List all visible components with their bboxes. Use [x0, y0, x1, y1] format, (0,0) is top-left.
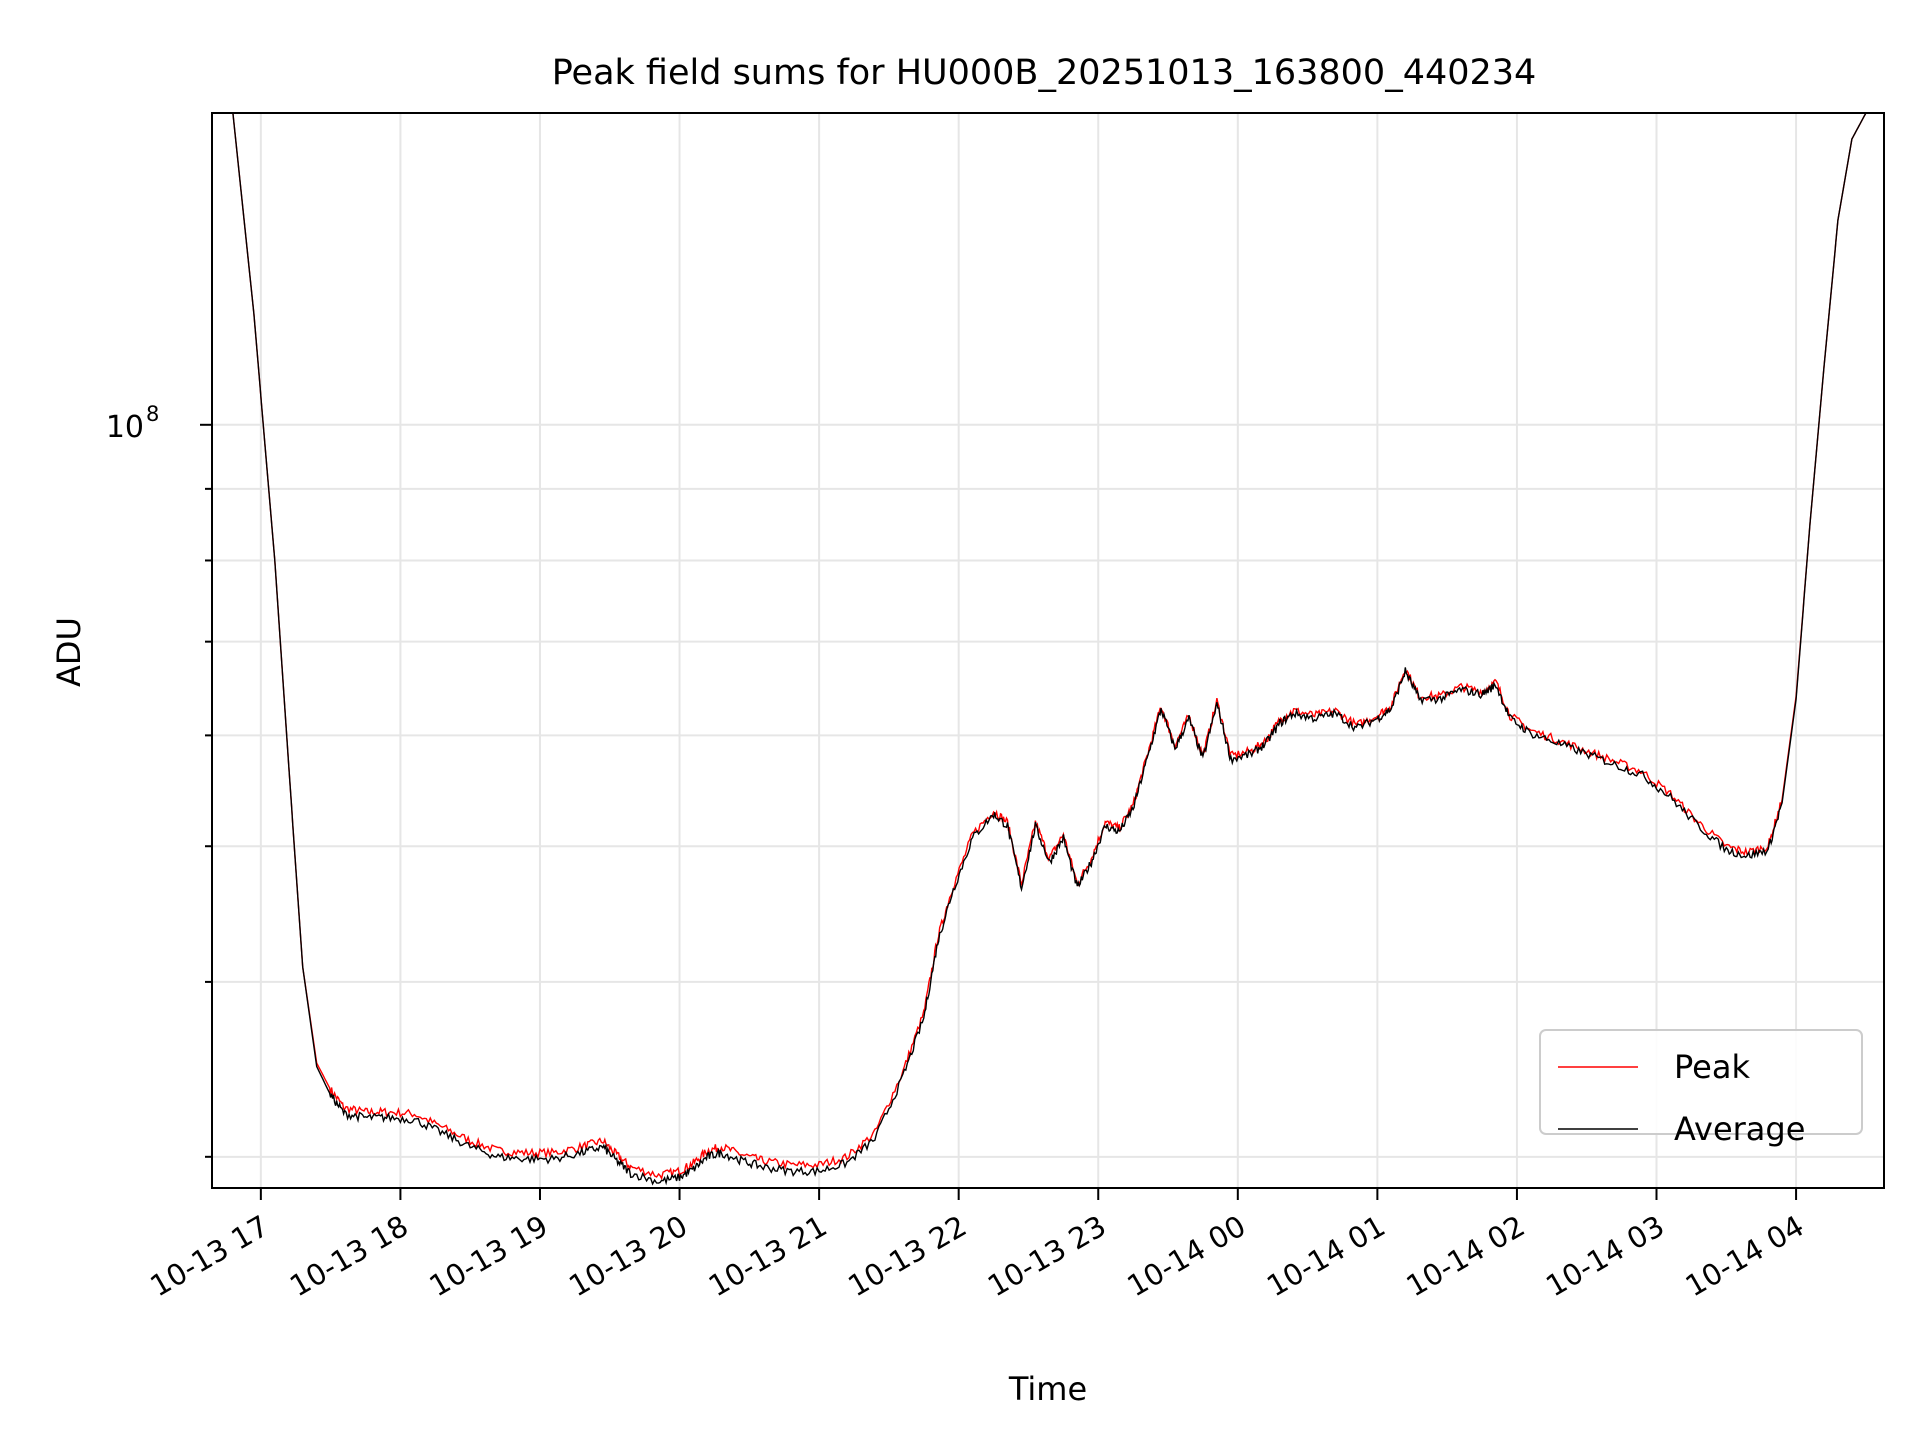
grid [212, 113, 1884, 1188]
series-line-average [212, 113, 1884, 1186]
y-tick-label-exponent: 8 [146, 402, 159, 426]
legend: Peak Average [1539, 1029, 1863, 1148]
chart-title: Peak field sums for HU000B_20251013_1638… [552, 53, 1537, 93]
series-layer [212, 113, 1884, 1186]
plot-frame [211, 112, 1885, 1189]
legend-label-average: Average [1674, 1110, 1805, 1148]
y-axis: 10 8 [106, 402, 212, 1158]
legend-label-peak: Peak [1674, 1048, 1750, 1086]
legend-box [1539, 1029, 1863, 1135]
x-axis-label: Time [1008, 1370, 1087, 1408]
y-axis-label: ADU [50, 617, 88, 687]
y-tick-label: 10 [106, 410, 144, 445]
